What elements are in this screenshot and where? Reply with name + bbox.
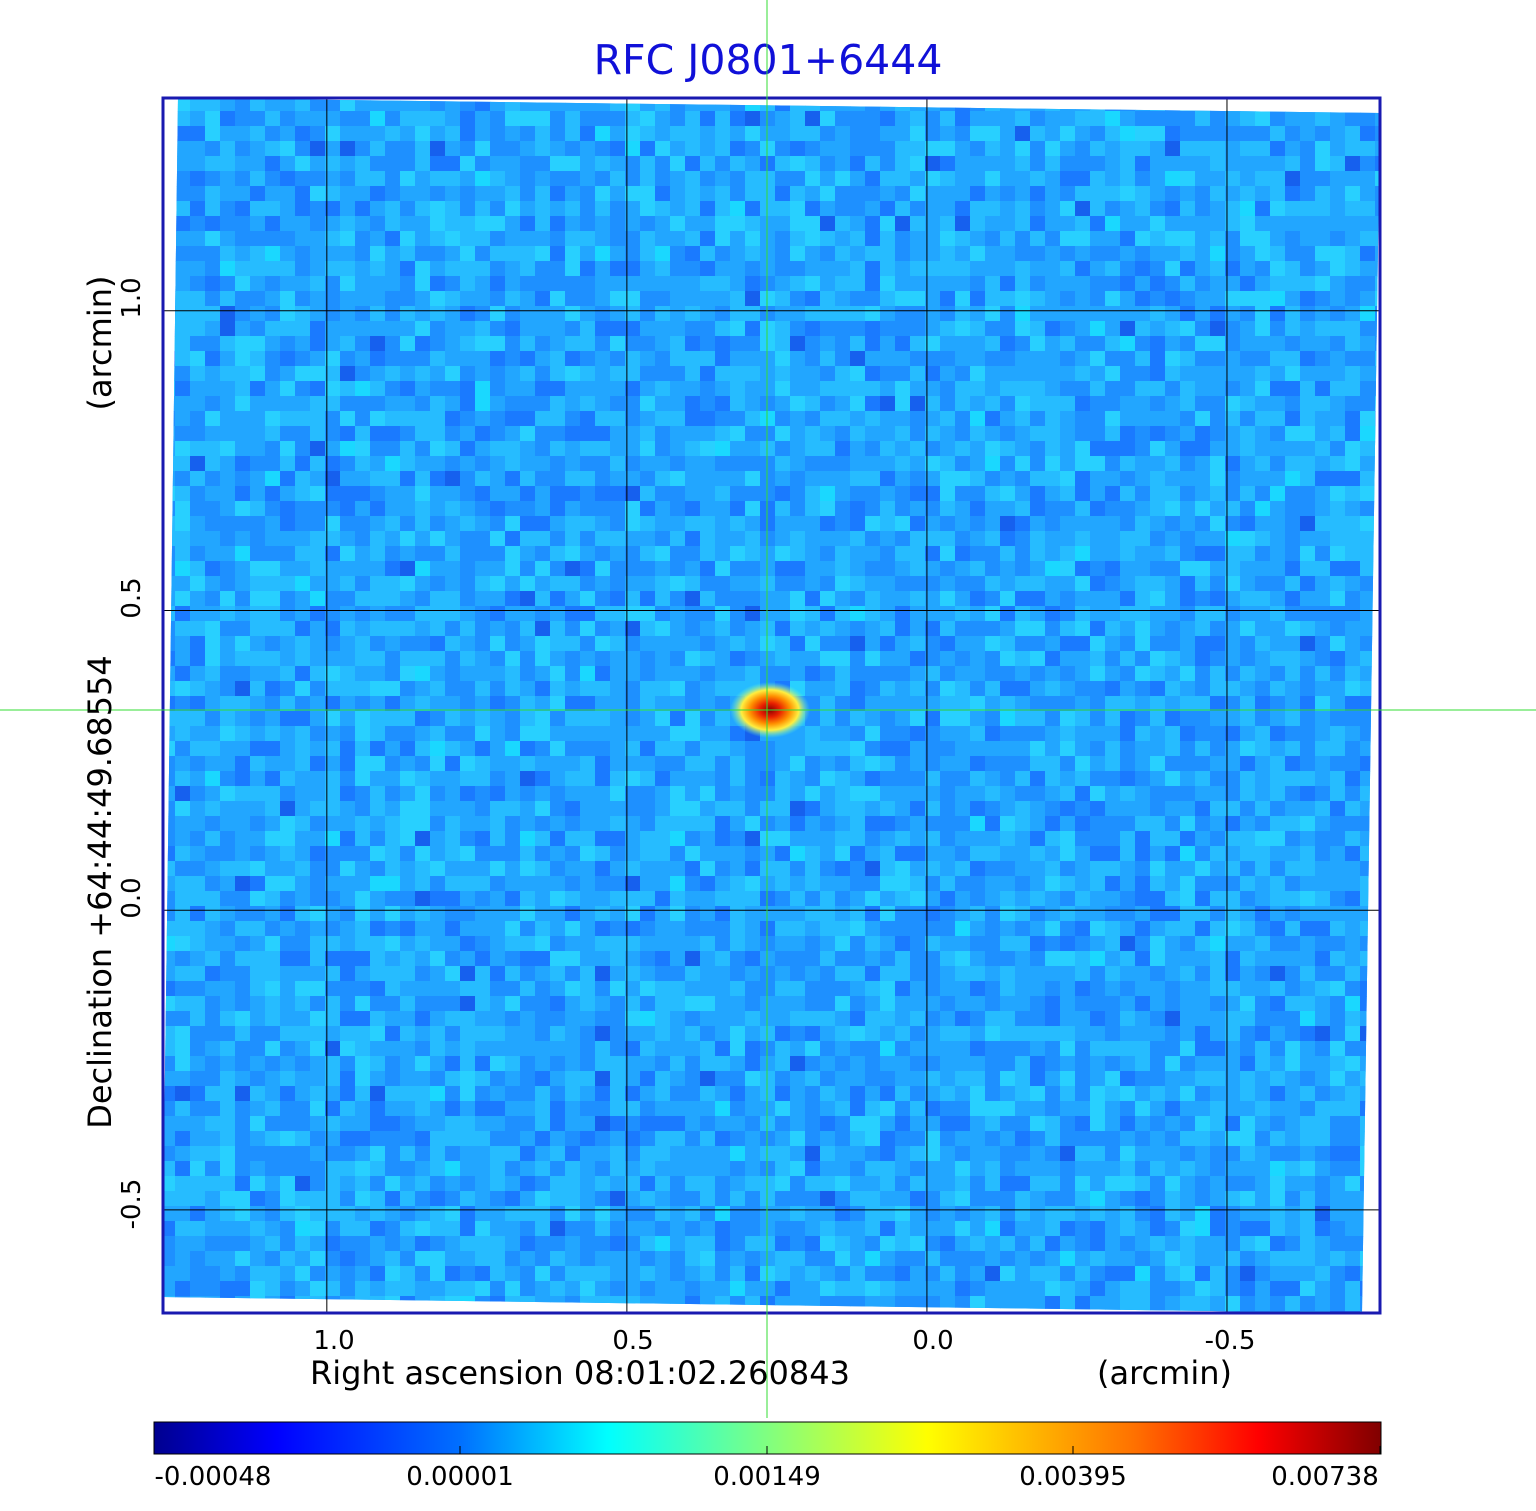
colorbar-tick-label: -0.00048: [154, 1462, 272, 1492]
plot-frame: [161, 96, 1382, 1315]
colorbar-tick-label: 0.00149: [713, 1462, 821, 1492]
x-tick-label: 1.0: [313, 1326, 355, 1356]
x-tick-label: 0.5: [612, 1326, 654, 1356]
colorbar-tick-marks: [153, 1446, 1381, 1454]
y-axis-unit: (arcmin): [81, 275, 119, 411]
y-tick-label: 1.0: [117, 277, 147, 319]
y-axis-label: Declination +64:44:49.68554: [81, 655, 119, 1129]
colorbar-tick-label: 0.00395: [1019, 1462, 1127, 1492]
x-axis-label: Right ascension 08:01:02.260843: [310, 1354, 850, 1392]
y-tick-label: -0.5: [117, 1178, 147, 1230]
y-tick-label: 0.5: [117, 577, 147, 619]
x-tick-label: 0.0: [912, 1326, 954, 1356]
colorbar-tick-label: 0.00738: [1271, 1462, 1379, 1492]
coordinate-grid: [163, 98, 1380, 1313]
y-tick-label: 0.0: [117, 877, 147, 919]
plot-title: RFC J0801+6444: [593, 36, 943, 84]
x-tick-label: -0.5: [1204, 1326, 1256, 1356]
x-axis-unit: (arcmin): [1097, 1354, 1232, 1392]
colorbar-tick-label: 0.00001: [406, 1462, 514, 1492]
